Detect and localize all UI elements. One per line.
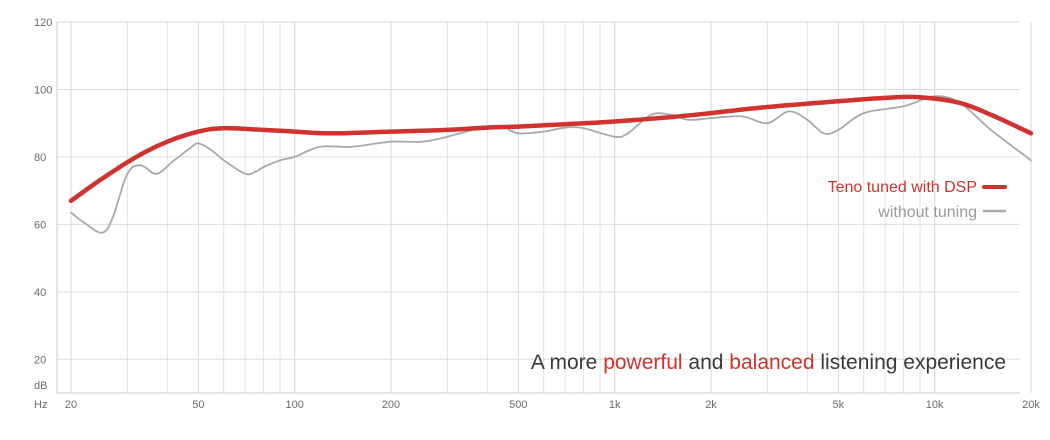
y-axis-unit-label: dB bbox=[34, 380, 47, 392]
y-tick-label: 60 bbox=[34, 219, 46, 231]
x-tick-label: 100 bbox=[285, 399, 303, 411]
tagline-highlight-powerful: powerful bbox=[603, 351, 682, 374]
y-tick-label: 20 bbox=[34, 354, 46, 366]
y-tick-label: 100 bbox=[34, 84, 52, 96]
x-tick-label: 20k bbox=[1022, 399, 1040, 411]
x-tick-label: 20 bbox=[65, 399, 77, 411]
x-tick-label: 500 bbox=[509, 399, 527, 411]
x-axis-unit-label: Hz bbox=[34, 399, 47, 411]
x-tick-label: 5k bbox=[833, 399, 845, 411]
y-tick-label: 80 bbox=[34, 152, 46, 164]
minor-gridlines bbox=[126, 22, 921, 393]
y-tick-label: 120 bbox=[34, 17, 52, 29]
x-tick-labels: 20 50 100 200 500 1k 2k 5k 10k 20k bbox=[65, 399, 1040, 411]
y-tick-label: 40 bbox=[34, 287, 46, 299]
series-lines bbox=[68, 94, 1034, 234]
x-tick-label: 2k bbox=[705, 399, 717, 411]
tagline-highlight-balanced: balanced bbox=[729, 351, 814, 374]
tagline: A more powerful and balanced listening e… bbox=[531, 351, 1006, 374]
legend-label-without-tuning: without tuning bbox=[877, 204, 977, 221]
x-tick-label: 50 bbox=[192, 399, 204, 411]
legend-label-dsp: Teno tuned with DSP bbox=[828, 179, 977, 196]
y-tick-labels: 20 40 60 80 100 120 bbox=[34, 17, 52, 366]
legend: Teno tuned with DSP without tuning bbox=[828, 179, 1007, 221]
series-line-dsp bbox=[68, 94, 1034, 204]
x-tick-label: 200 bbox=[382, 399, 400, 411]
tagline-part-1: A more bbox=[531, 351, 603, 374]
tagline-part-2: and bbox=[683, 351, 730, 374]
tagline-part-3: listening experience bbox=[815, 351, 1006, 374]
x-tick-label: 1k bbox=[609, 399, 621, 411]
x-tick-label: 10k bbox=[926, 399, 944, 411]
major-gridlines bbox=[57, 21, 1032, 393]
